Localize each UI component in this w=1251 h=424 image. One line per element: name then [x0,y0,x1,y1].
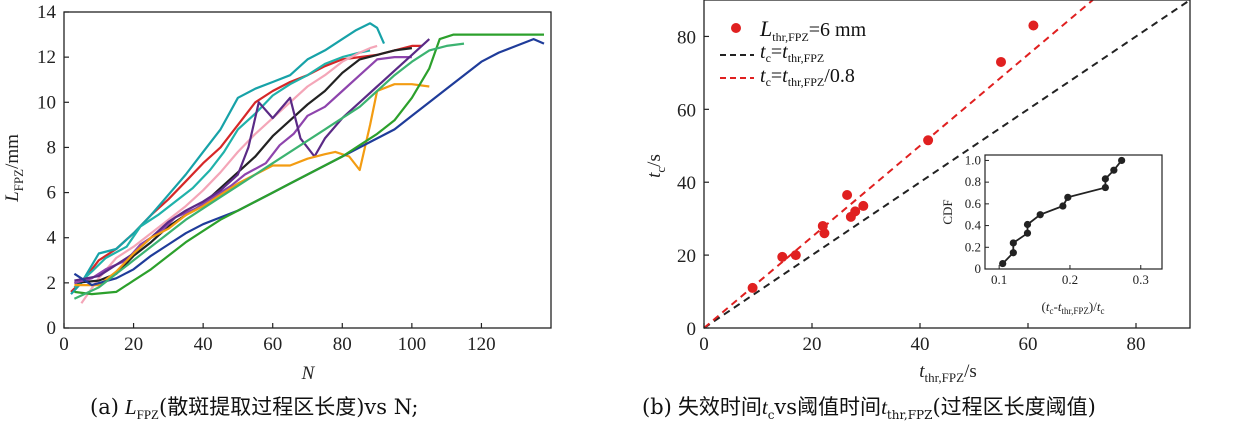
panel-a-series-2 [70,22,386,295]
panel-a-xtick-label: 40 [194,334,213,355]
inset-xlabel: (tc-tthr,FPZ)/tc [1042,299,1105,316]
panel-a-ticks: 0 20 40 60 80 100 120 0 2 4 6 8 10 12 14 [37,2,496,355]
panel-b-reference-lines [703,0,1191,329]
panel-b-ytick-label: 20 [677,246,696,267]
inset-cdf-point [1118,156,1126,165]
panel-a-series-5 [74,47,413,284]
panel-a-ytick-label: 12 [37,47,56,68]
legend-points-marker [731,23,741,33]
inset-xtick-label: 0.2 [1062,272,1078,287]
panel-b-ytick-label: 80 [677,27,696,48]
panel-b-xtick-label: 0 [699,334,709,355]
inset-cdf-point [1009,239,1017,247]
panel-b-ytick-label: 0 [687,319,697,340]
panel-b-inset: 0.1 0.2 0.3 0 0.2 0.4 0.6 0.8 1.0 CDF (tc-tthr,F… [940,152,1163,316]
inset-cdf-point [1036,211,1044,219]
panel-b-data-point [996,56,1006,67]
inset-xtick-label: 0.3 [1133,272,1149,287]
panel-b-ytick-label: 40 [677,173,696,194]
panel-b-data-point [923,135,934,146]
panel-a-xtick-label: 60 [263,334,282,355]
panel-b-caption: (b) 失效时间tcvs阈值时间tthr,FPZ(过程区长度阈值) [642,395,1096,422]
line-tc-equals-tthr [703,0,1191,329]
panel-b-xtick-label: 20 [803,334,822,355]
inset-cdf-point [1023,220,1032,229]
inset-ticks: 0.1 0.2 0.3 0 0.2 0.4 0.6 0.8 1.0 [965,152,1149,287]
legend-points-label: Lthr,FPZ=6 mm [759,16,867,44]
panel-b-axes-frame [703,0,1191,329]
panel-a-series-group [70,22,545,304]
inset-cdf-point [1110,166,1118,174]
inset-cdf-point [999,259,1007,268]
inset-xtick-label: 0.1 [991,272,1007,287]
inset-ytick-label: 0.6 [965,196,982,211]
panel-a-series-4 [80,44,378,304]
panel-a-series-11 [73,42,465,300]
panel-a-ytick-label: 2 [47,273,57,294]
panel-a-ytick-label: 4 [47,228,57,249]
panel-a-ytick-label: 6 [47,183,57,204]
panel-a-chart: 0 20 40 60 80 100 120 0 2 4 6 8 10 12 14 N LFPZ/mm (a)… [2,2,552,422]
inset-cdf-point [1101,175,1109,183]
inset-ylabel: CDF [940,199,955,224]
panel-b-xtick-label: 40 [911,334,930,355]
inset-cdf-point [1059,202,1067,210]
panel-b-data-point [1028,20,1039,31]
panel-a-series-1 [70,44,423,293]
panel-a-ytick-label: 0 [47,318,57,339]
panel-b-ticks: 0 20 40 60 80 0 20 40 60 80 [677,27,1146,355]
panel-a-xtick-label: 20 [124,334,143,355]
panel-b-data-point [747,282,758,293]
panel-a-xtick-label: 80 [333,334,352,355]
panel-b-data-point [777,251,788,262]
panel-b-legend: Lthr,FPZ=6 mm tc=tthr,FPZ tc=tthr,FPZ/0.… [720,16,867,89]
panel-a-ytick-label: 14 [37,2,57,23]
inset-ytick-label: 0 [975,261,982,276]
panel-b-data-point [858,200,869,211]
panel-b-ylabel: tc/s [644,154,668,178]
inset-ytick-label: 0.4 [965,218,982,233]
panel-a-xtick-label: 0 [59,334,69,355]
inset-cdf-point [1064,193,1072,201]
panel-a-axes-frame [63,11,552,329]
panel-a-series-10 [74,33,544,296]
panel-a-ytick-label: 10 [37,92,56,113]
panel-a-xlabel: N [301,363,316,384]
line-tc-equals-tthr-over-0-8 [703,0,1094,329]
panel-a-xtick-label: 120 [467,334,496,355]
panel-a-series-6 [74,55,412,284]
inset-ytick-label: 1.0 [965,152,981,167]
panel-b-data-point [790,250,801,261]
panel-b-data-point [842,189,853,200]
inset-ytick-label: 0.8 [965,174,981,189]
inset-cdf-point [1101,183,1109,192]
panel-b-xtick-label: 60 [1019,334,1038,355]
inset-cdf-point [1009,249,1017,257]
panel-a-series-3 [73,49,371,289]
panel-a-ylabel: LFPZ/mm [2,134,26,203]
panel-b-xtick-label: 80 [1127,334,1146,355]
panel-a-ytick-label: 8 [47,137,57,158]
panel-a-xtick-label: 100 [398,334,427,355]
panel-b-data-point [850,206,861,217]
panel-b-xlabel: tthr,FPZ/s [919,361,977,385]
inset-cdf-series [999,156,1126,268]
legend-red-label: tc=tthr,FPZ/0.8 [760,65,855,89]
panel-b-ytick-label: 60 [677,100,696,121]
inset-cdf-point [1023,229,1032,237]
panel-b-chart: 0 20 40 60 80 0 20 40 60 80 Lthr,FPZ=6 mm tc=tthr… [642,0,1191,422]
panel-b-data-point [819,228,830,239]
legend-black-label: tc=tthr,FPZ [760,41,824,65]
panel-a-caption: (a) LFPZ(散斑提取过程区长度)vs N; [90,395,418,422]
panel-b-points [747,20,1039,293]
inset-ytick-label: 0.2 [965,239,981,254]
panel-a-series-8 [74,83,430,287]
